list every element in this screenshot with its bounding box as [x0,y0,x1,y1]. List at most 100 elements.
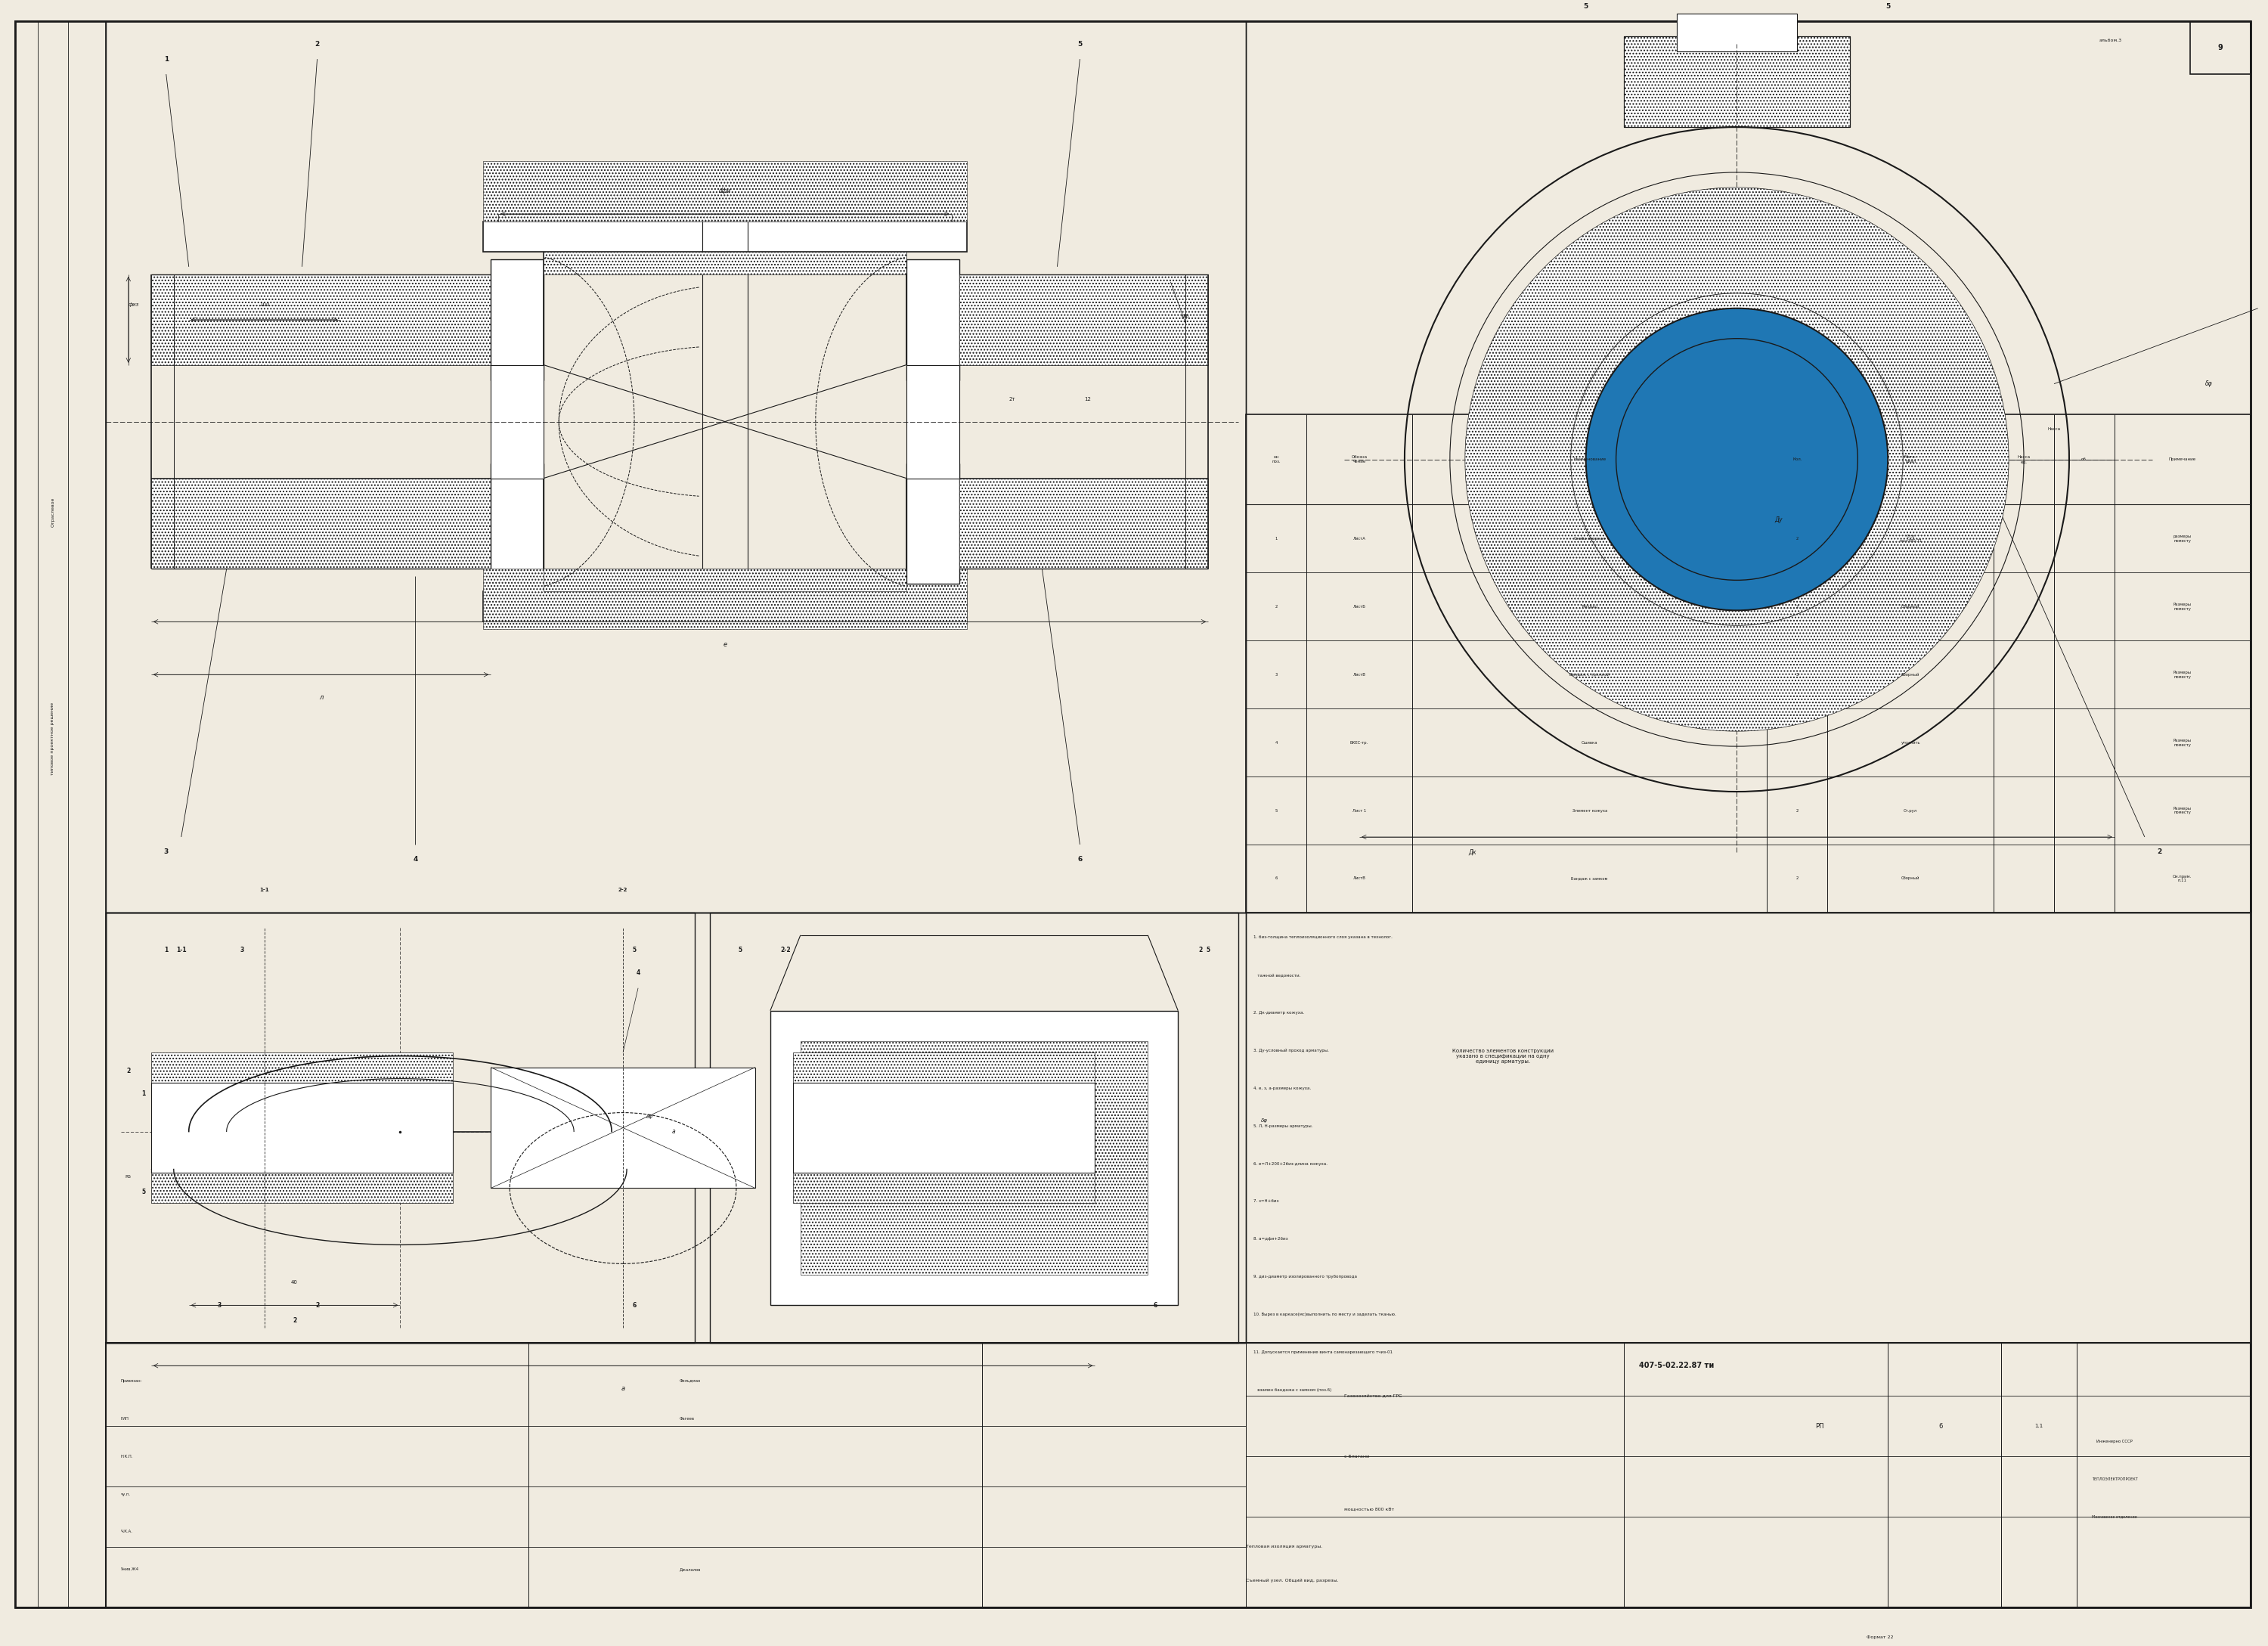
Text: a: a [621,1384,626,1393]
Bar [794,1083,1095,1174]
Bar [152,275,490,365]
Text: Кол.: Кол. [1792,458,1803,461]
Text: Н.К.П.: Н.К.П. [120,1455,134,1458]
Text: 2-2: 2-2 [780,946,792,953]
Bar [544,570,907,591]
Text: 5. Л, Н-размеры арматуры.: 5. Л, Н-размеры арматуры. [1254,1124,1313,1128]
Text: БКЕС-тр.: БКЕС-тр. [1349,741,1368,744]
Text: Насса
ед.: Насса ед. [2016,456,2030,464]
Bar [959,275,1209,365]
Circle shape [1617,339,1857,579]
Text: 6: 6 [1154,1302,1157,1309]
Text: физ: физ [129,303,138,306]
Text: 2: 2 [1796,537,1799,540]
Text: 6: 6 [1939,1422,1944,1429]
Bar [483,222,966,252]
Text: Размеры
поместу: Размеры поместу [2173,602,2191,611]
Circle shape [1585,308,1887,611]
Text: 7. з=Н+биз: 7. з=Н+биз [1254,1200,1279,1203]
Text: dфи: dфи [719,188,730,194]
Text: 2: 2 [1200,946,1202,953]
Bar [376,1109,422,1154]
Bar [2191,21,2250,74]
Text: 3: 3 [240,946,243,953]
Bar [152,479,490,570]
Text: ЛистВ: ЛистВ [1354,673,1365,677]
Text: Ду: Ду [1774,517,1783,523]
Wedge shape [1465,188,2009,731]
Text: 5: 5 [1077,41,1082,48]
Text: Ч.К.А.: Ч.К.А. [120,1529,134,1534]
Text: Элемент кожуха: Элемент кожуха [1572,808,1608,813]
Text: Инженерно СССР: Инженерно СССР [2096,1439,2132,1444]
Text: Скоба опорная: Скоба опорная [1574,537,1606,540]
Text: 2. Дк-диаметр кожуха.: 2. Дк-диаметр кожуха. [1254,1011,1304,1014]
Text: δφ: δφ [1261,1118,1268,1123]
Text: 1-1: 1-1 [259,887,270,892]
Text: 2: 2 [1796,877,1799,881]
Text: a: a [671,1128,676,1136]
Text: 1: 1 [141,1090,145,1098]
Text: 2: 2 [127,1068,129,1075]
Text: 6. е=Л+200+2биз-длина кожуха.: 6. е=Л+200+2биз-длина кожуха. [1254,1162,1327,1165]
Text: Размеры
поместу: Размеры поместу [2173,670,2191,678]
Text: Фагеев: Фагеев [680,1417,694,1420]
Text: dф: dф [1182,314,1191,318]
Text: Количество элементов конструкции
указано в спецификации на одну
единицу арматуры: Количество элементов конструкции указано… [1452,1049,1554,1063]
Text: РП: РП [1817,1422,1823,1429]
Text: 2: 2 [1796,604,1799,609]
Text: R5: R5 [125,1175,132,1179]
Bar [483,591,966,622]
Bar [794,1052,1095,1203]
Bar [907,258,959,380]
Text: Примечание: Примечание [2168,458,2195,461]
Bar [801,1040,1148,1276]
Bar [544,252,907,275]
Text: 3: 3 [163,849,168,856]
Text: 4: 4 [1275,741,1277,744]
Text: 4. е, з, а-размеры кожуха.: 4. е, з, а-размеры кожуха. [1254,1086,1311,1090]
Bar [152,1052,454,1203]
Text: 2: 2 [2157,849,2161,856]
Text: ГИП: ГИП [120,1417,129,1420]
Bar [490,463,544,584]
Text: размеры
поместу: размеры поместу [2173,535,2191,543]
Text: 12: 12 [1084,397,1091,402]
Text: 6: 6 [633,1302,637,1309]
Bar [1245,21,2250,912]
Text: мощностью 800 кВт: мощностью 800 кВт [1345,1508,1395,1511]
Bar [107,912,1245,1343]
Text: 3: 3 [218,1302,220,1309]
Text: 2: 2 [315,41,320,48]
Text: 2: 2 [1275,604,1277,609]
Text: 9: 9 [2218,44,2223,51]
Bar [107,1343,2250,1608]
Bar [710,912,1238,1343]
Text: чу.п.: чу.п. [120,1493,132,1496]
Text: Сборный: Сборный [1901,877,1919,881]
Text: Насса: Насса [2048,428,2062,431]
Text: 1: 1 [1275,537,1277,540]
Text: 2т: 2т [1009,397,1016,402]
Text: Привязан:: Привязан: [120,1379,143,1383]
Bar [1676,13,1796,51]
Text: 10. Вырез в каркасе(мс)выполнить по месту и заделать тканью.: 10. Вырез в каркасе(мс)выполнить по мест… [1254,1314,1397,1317]
Text: Формат 22: Формат 22 [1867,1636,1894,1639]
Text: 1: 1 [163,56,168,63]
Text: 2: 2 [1796,808,1799,813]
Text: δφ: δφ [646,1114,653,1119]
Text: Фельдман: Фельдман [680,1379,701,1383]
Bar [907,365,959,479]
Text: нн
поз.: нн поз. [1272,456,1281,464]
Text: Ст.рул: Ст.рул [1903,808,1916,813]
Text: 5: 5 [141,1188,145,1195]
Text: 5: 5 [1583,3,1588,10]
Text: Обозна
чение: Обозна чение [1352,456,1368,464]
Bar [16,21,107,1608]
Text: См.прим.
п.11: См.прим. п.11 [2173,874,2191,882]
Text: 4: 4 [413,856,417,863]
Bar [1624,36,1851,127]
Text: Газохозяйство для ГРС: Газохозяйство для ГРС [1345,1394,1402,1397]
Text: ТЕПЛОЭЛЕКТРОПРОЕКТ: ТЕПЛОЭЛЕКТРОПРОЕКТ [2091,1476,2136,1481]
Text: Сшивка: Сшивка [1581,741,1597,744]
